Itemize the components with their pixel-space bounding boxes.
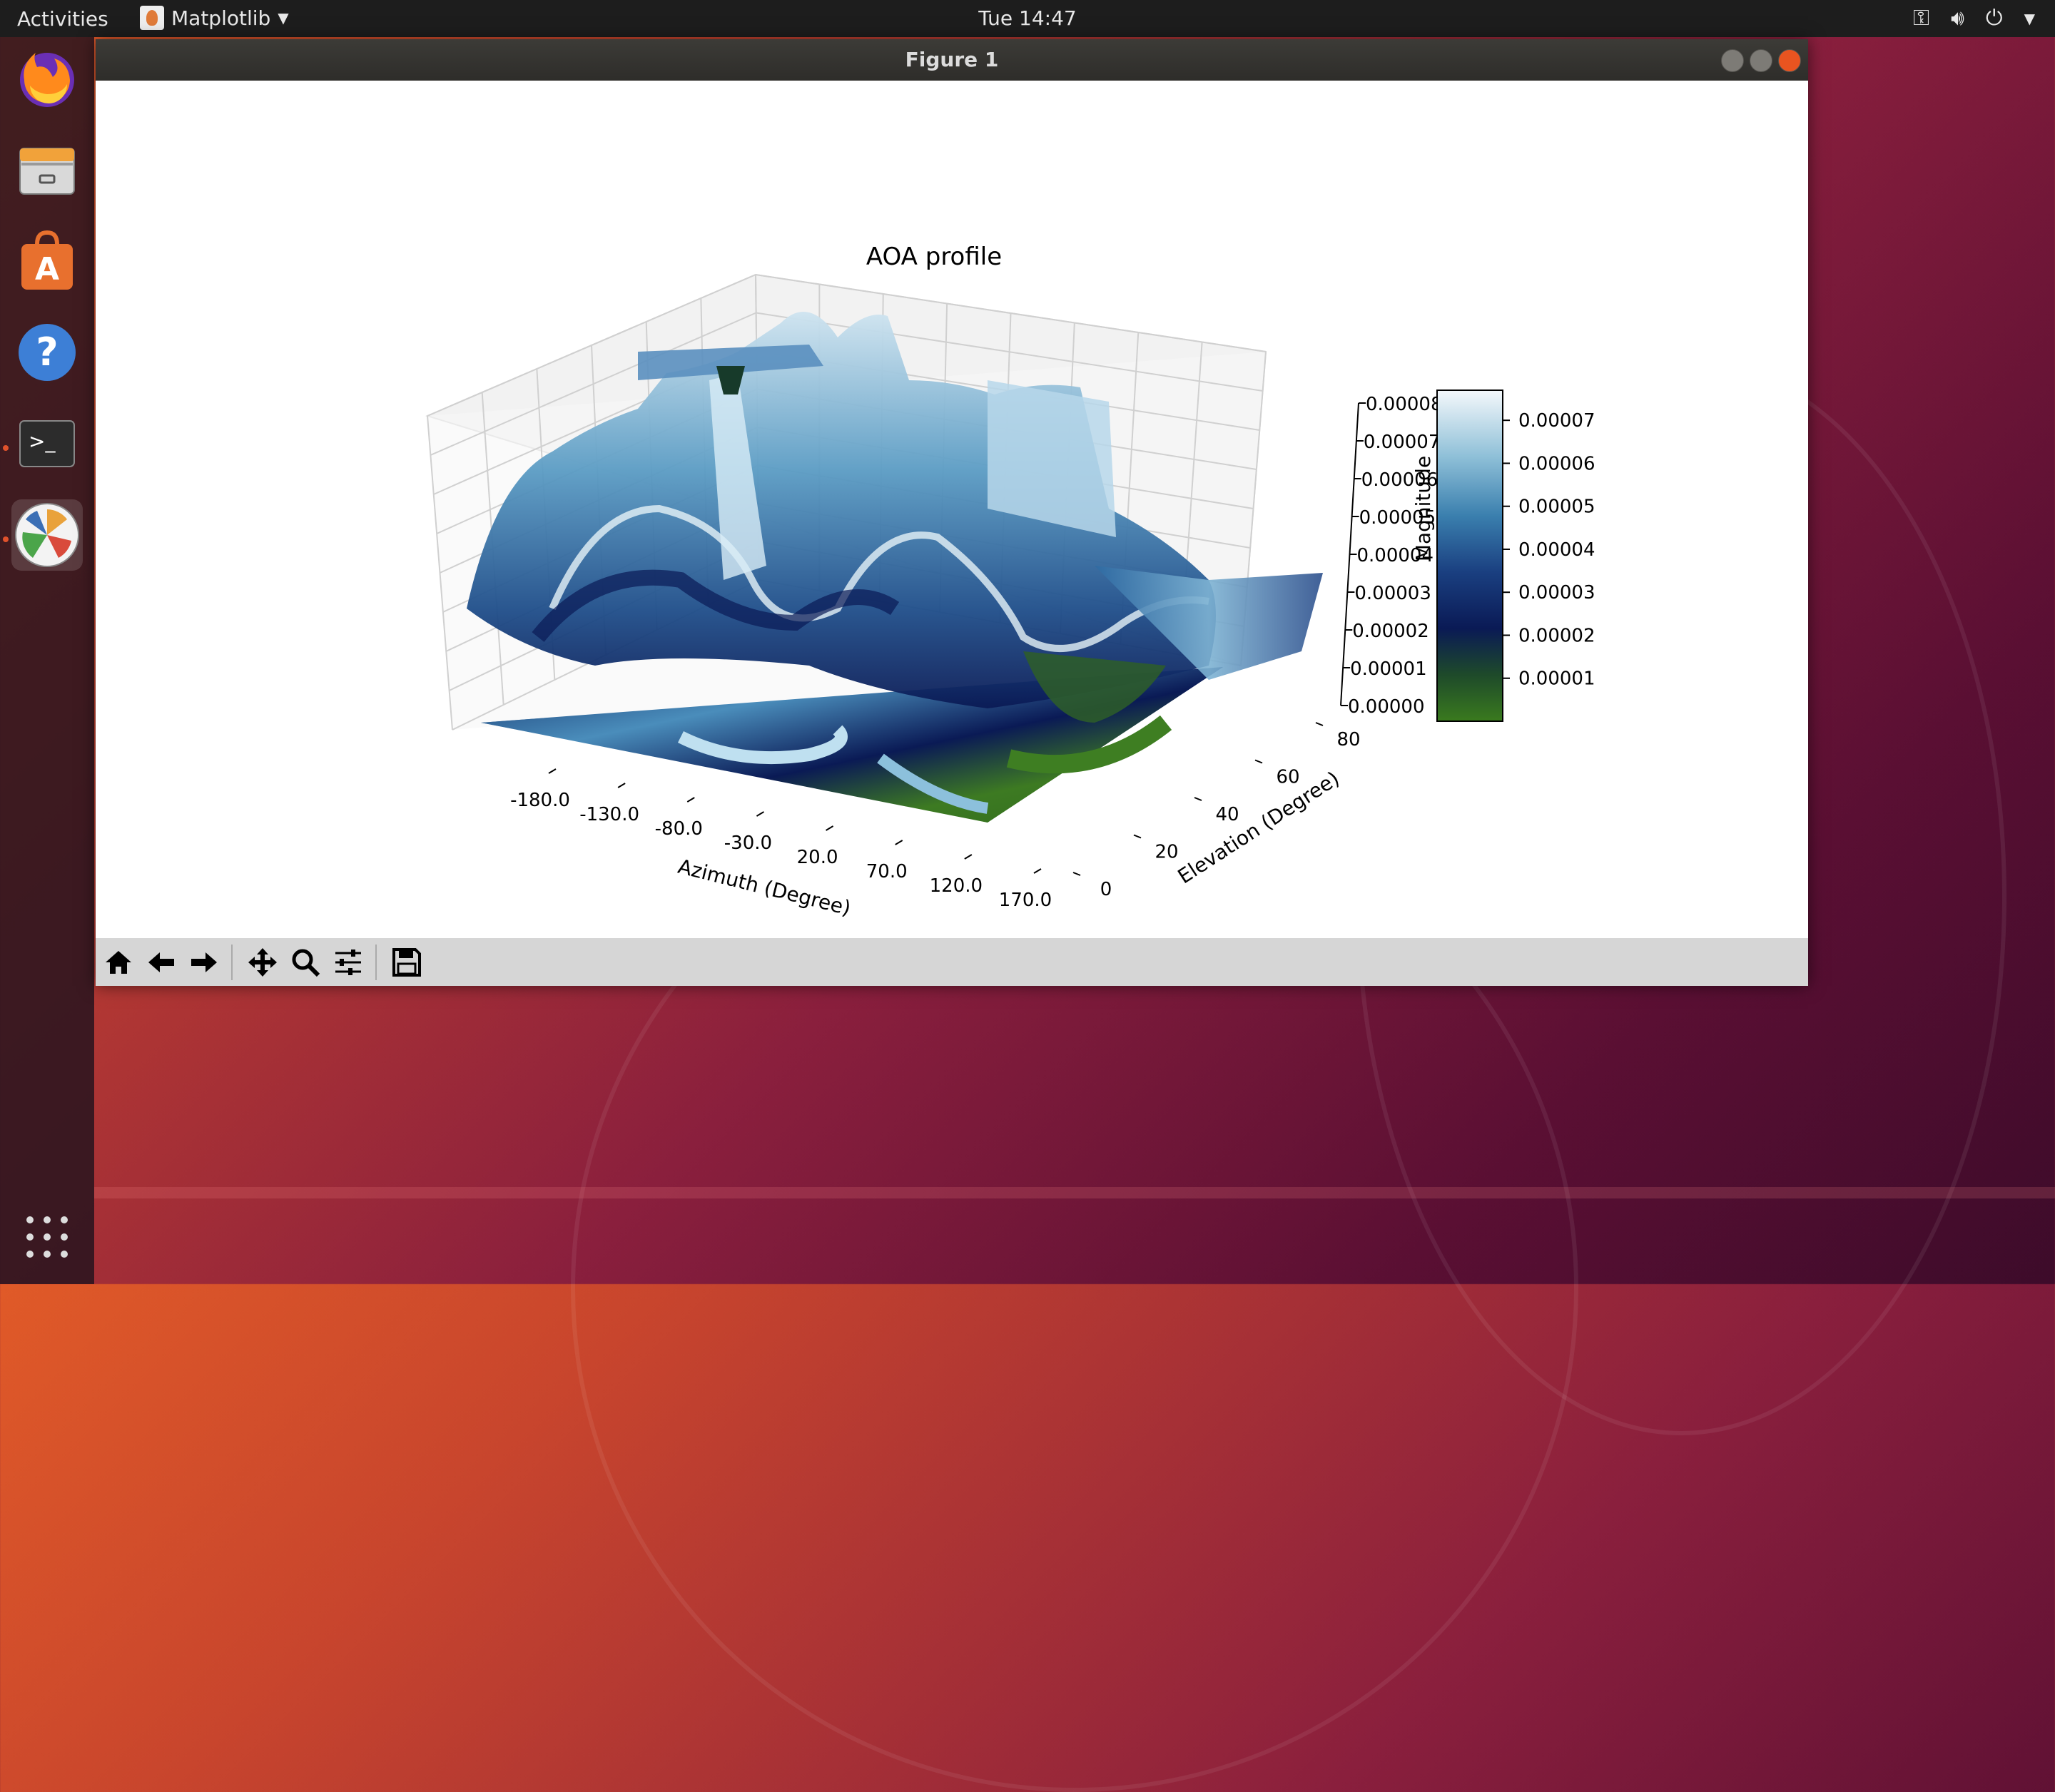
show-applications-icon[interactable]	[24, 1214, 70, 1260]
top-bar: Activities Matplotlib ▼ Tue 14:47 ⚿ 🔊︎ ⏻…	[0, 0, 2055, 37]
help-icon[interactable]: ?	[11, 317, 83, 388]
z-axis-label: Magnitude	[1411, 456, 1435, 561]
y-tick	[1133, 834, 1142, 839]
y-tick-label: 80	[1336, 729, 1360, 750]
x-tick-label: 20.0	[797, 847, 838, 868]
z-tick-label: 0.00005	[1359, 507, 1436, 529]
z-tick-labels: 0.00000 0.00001 0.00002 0.00003 0.00004 0.000…	[1340, 394, 1443, 718]
minimize-button[interactable]	[1721, 49, 1744, 72]
z-tick-label: 0.00004	[1357, 545, 1434, 566]
x-tick-label: -30.0	[724, 833, 772, 854]
z-tick-label: 0.00006	[1361, 469, 1438, 491]
x-tick-label: 70.0	[866, 861, 908, 882]
aoa-surface-plot: AOA profile -180.0 -130.0 -80.0 -30.0 20.0 70…	[425, 243, 1595, 920]
chevron-down-icon[interactable]: ▼	[2024, 9, 2035, 27]
back-icon[interactable]	[141, 942, 181, 982]
y-tick	[1072, 872, 1081, 876]
running-indicator	[3, 536, 9, 542]
svg-text:A: A	[35, 251, 59, 287]
colorbar-tick-label: 0.00003	[1518, 582, 1595, 604]
save-icon[interactable]	[387, 942, 427, 982]
colorbar-tick-label: 0.00006	[1518, 453, 1595, 474]
svg-text:>_: >_	[29, 429, 56, 453]
zoom-icon[interactable]	[285, 942, 325, 982]
z-tick-label: 0.00007	[1364, 432, 1441, 453]
z-tick-label: 0.00002	[1352, 621, 1429, 642]
colorbar-tick-label: 0.00005	[1518, 497, 1595, 518]
floor-contour	[481, 667, 1223, 823]
y-tick	[1315, 722, 1324, 726]
pan-icon[interactable]	[243, 942, 283, 982]
x-tick	[617, 783, 626, 788]
z-tick-label: 0.00008	[1366, 394, 1443, 415]
maximize-button[interactable]	[1750, 49, 1772, 72]
window-title: Figure 1	[905, 48, 999, 71]
x-tick	[895, 840, 903, 845]
y-tick	[1254, 759, 1263, 764]
x-tick	[548, 768, 557, 774]
forward-icon[interactable]	[184, 942, 224, 982]
navigation-toolbar	[96, 938, 1808, 986]
x-tick	[686, 797, 695, 803]
matplotlib-icon[interactable]	[11, 499, 83, 571]
files-icon[interactable]	[11, 134, 83, 205]
home-icon[interactable]	[98, 942, 138, 982]
z-tick-label: 0.00001	[1350, 658, 1427, 680]
colorbar-tick-label: 0.00004	[1518, 539, 1595, 561]
close-button[interactable]	[1778, 49, 1801, 72]
y-tick-label: 60	[1276, 767, 1299, 788]
x-tick	[964, 854, 973, 860]
y-tick-label: 40	[1215, 804, 1239, 825]
volume-icon[interactable]: 🔊︎	[1950, 6, 1964, 31]
surface-3d	[467, 312, 1323, 723]
x-tick	[756, 811, 764, 817]
y-tick-labels: 0 20 40 60 80	[1072, 722, 1361, 900]
app-menu[interactable]: Matplotlib ▼	[140, 6, 289, 30]
x-tick-label: 170.0	[999, 890, 1052, 911]
svg-text:?: ?	[36, 330, 58, 375]
y-tick-label: 20	[1155, 842, 1178, 863]
configure-icon[interactable]	[328, 942, 368, 982]
firefox-icon[interactable]	[11, 43, 83, 114]
x-tick-labels: -180.0 -130.0 -80.0 -30.0 20.0 70.0 120.0 170.0	[510, 768, 1052, 911]
dock: A ? >_	[0, 37, 94, 1284]
terminal-icon[interactable]: >_	[11, 408, 83, 479]
network-icon[interactable]: ⚿	[1913, 6, 1929, 31]
power-icon[interactable]: ⏻	[1985, 6, 2003, 31]
clock[interactable]: Tue 14:47	[978, 6, 1077, 30]
figure-canvas[interactable]: AOA profile -180.0 -130.0 -80.0 -30.0 20.0 70…	[96, 81, 1808, 977]
colorbar-tick-labels: 0.00001 0.00002 0.00003 0.00004 0.00005 0.000…	[1503, 410, 1595, 690]
window-titlebar[interactable]: Figure 1	[96, 39, 1808, 81]
software-center-icon[interactable]: A	[11, 225, 83, 297]
z-tick-label: 0.00003	[1354, 583, 1431, 604]
x-tick	[1033, 868, 1042, 874]
x-tick-label: -180.0	[510, 790, 570, 811]
colorbar-tick-label: 0.00002	[1518, 625, 1595, 646]
y-tick	[1194, 797, 1202, 801]
x-tick-label: -80.0	[655, 818, 703, 840]
y-tick-label: 0	[1100, 879, 1112, 900]
figure-window: Figure 1	[96, 39, 1808, 986]
x-tick-label: 120.0	[930, 875, 983, 897]
toolbar-separator	[231, 944, 233, 980]
toolbar-separator	[375, 944, 377, 980]
matplotlib-app-icon	[140, 6, 164, 30]
colorbar	[1436, 390, 1503, 722]
colorbar-tick-label: 0.00001	[1518, 668, 1595, 690]
z-tick-label: 0.00000	[1348, 696, 1425, 718]
running-indicator	[3, 445, 9, 451]
y-axis-label: Elevation (Degree)	[1174, 767, 1344, 889]
x-tick	[826, 825, 834, 831]
colorbar-tick-label: 0.00007	[1518, 410, 1595, 432]
app-menu-label: Matplotlib	[171, 6, 271, 30]
activities-button[interactable]: Activities	[17, 7, 108, 31]
x-tick-label: -130.0	[579, 804, 639, 825]
wallpaper-line	[94, 1187, 2055, 1198]
chevron-down-icon: ▼	[278, 9, 289, 26]
system-tray[interactable]: ⚿ 🔊︎ ⏻ ▼	[1913, 6, 2035, 31]
plot-title: AOA profile	[866, 243, 1002, 271]
